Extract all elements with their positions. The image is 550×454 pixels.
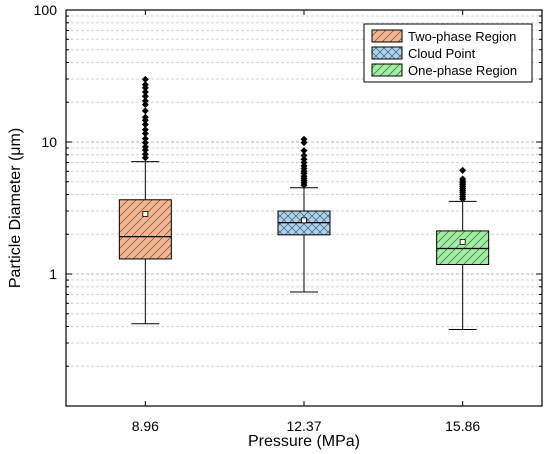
outlier-point [141, 150, 149, 158]
x-tick-label: 8.96 [132, 418, 159, 434]
outlier-point [300, 155, 308, 163]
outlier-point [141, 81, 149, 89]
outlier-point [141, 101, 149, 109]
mean-marker [301, 217, 307, 224]
legend-swatch [371, 63, 403, 77]
legend-label: Two-phase Region [408, 29, 516, 44]
outlier-point [300, 152, 308, 160]
legend-swatch [371, 46, 403, 60]
y-tick-label: 1 [49, 266, 57, 282]
y-axis-title: Particle Diameter (μm) [7, 128, 24, 288]
x-axis-title: Pressure (MPa) [248, 433, 360, 450]
legend-label: One-phase Region [408, 63, 517, 78]
axes: 1 10 100 8.96 12.37 15.86 [34, 2, 542, 434]
outlier-point [141, 135, 149, 143]
outlier-point [459, 175, 467, 183]
x-tick-label: 15.86 [445, 418, 480, 434]
outlier-point [141, 126, 149, 134]
outlier-point [141, 88, 149, 96]
outlier-point [141, 120, 149, 128]
y-tick-label: 100 [34, 2, 58, 18]
box-body [436, 230, 490, 266]
outlier-point [141, 154, 149, 162]
outlier-point [141, 107, 149, 115]
y-tick-label: 10 [41, 134, 57, 150]
box-group [277, 135, 331, 293]
box-group [118, 75, 172, 325]
legend: Two-phase Region Cloud Point One-phase Reg… [363, 23, 533, 83]
outlier-point [141, 143, 149, 151]
box-group [436, 166, 490, 330]
legend-swatch [371, 29, 403, 43]
legend-label: Cloud Point [408, 46, 476, 61]
outlier-point [459, 166, 467, 174]
outlier-point [300, 147, 308, 155]
outlier-point [141, 113, 149, 121]
outlier-point [141, 139, 149, 147]
box-body [118, 199, 172, 260]
mean-marker [459, 239, 466, 245]
outlier-point [141, 97, 149, 105]
mean-marker [142, 211, 149, 217]
outlier-point [141, 92, 149, 100]
x-tick-label: 12.37 [286, 418, 321, 434]
outlier-point [141, 75, 149, 83]
outlier-point [141, 129, 149, 137]
plot-area [118, 75, 490, 330]
outlier-point [300, 135, 308, 143]
